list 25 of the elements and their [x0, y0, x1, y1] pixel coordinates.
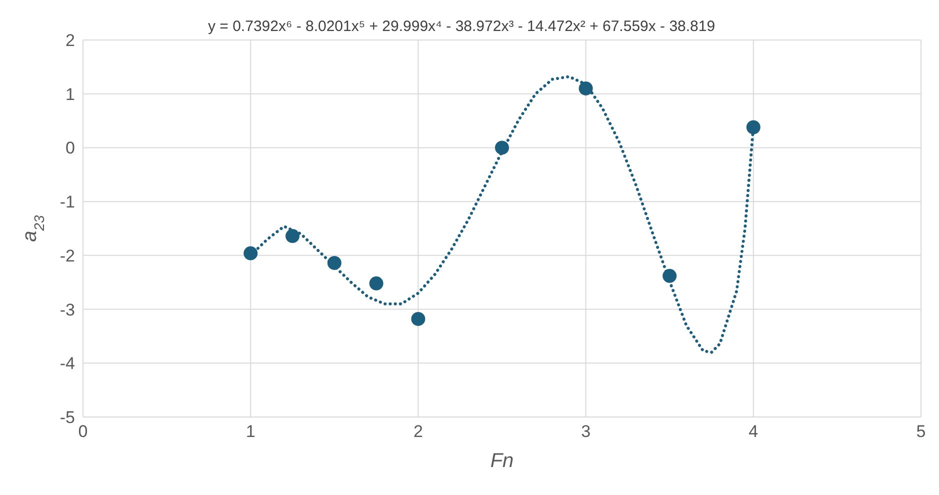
x-tick-label: 0 [78, 422, 88, 442]
y-tick-label: -3 [60, 300, 75, 320]
point [286, 229, 300, 244]
y-tick-label: -5 [60, 408, 75, 428]
point [327, 256, 342, 270]
x-tick-label: 3 [581, 422, 591, 442]
x-tick-label: 4 [748, 422, 758, 442]
y-tick-label: -2 [60, 246, 75, 266]
point [746, 120, 760, 134]
point [578, 81, 593, 96]
point [369, 276, 384, 290]
point [662, 268, 677, 283]
y-tick-label: -4 [60, 354, 75, 374]
y-tick-label: 1 [66, 84, 75, 104]
point [411, 312, 426, 326]
x-tick-label: 1 [246, 422, 256, 442]
text: y = 0.7392x⁶ - 8.0201x⁵ + 29.999x⁴ - 38.972x³ - 14.472x² + 67.559x - 38.819 [208, 18, 716, 35]
point [495, 140, 509, 155]
y-tick-label: 0 [66, 138, 75, 158]
x-tick-label: 2 [413, 422, 423, 442]
x-tick-label: 5 [916, 422, 926, 442]
point [244, 246, 258, 260]
y-tick-label: -1 [60, 192, 75, 212]
y-tick-label: 2 [66, 31, 75, 50]
x-axis-title: Fn [490, 450, 514, 472]
